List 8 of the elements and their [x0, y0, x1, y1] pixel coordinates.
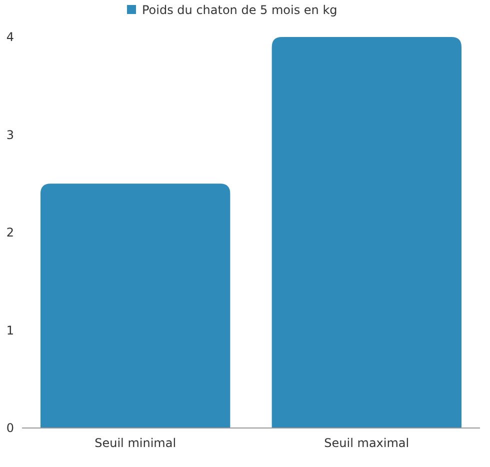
y-tick-label: 0 — [6, 421, 14, 436]
x-tick-label: Seuil maximal — [324, 436, 410, 450]
y-tick-label: 2 — [6, 226, 14, 240]
y-tick-label: 4 — [6, 30, 14, 44]
y-tick-label: 1 — [6, 323, 14, 338]
legend-label: Poids du chaton de 5 mois en kg — [142, 3, 338, 17]
x-tick-label: Seuil minimal — [94, 436, 176, 450]
y-tick-label: 3 — [6, 128, 14, 142]
